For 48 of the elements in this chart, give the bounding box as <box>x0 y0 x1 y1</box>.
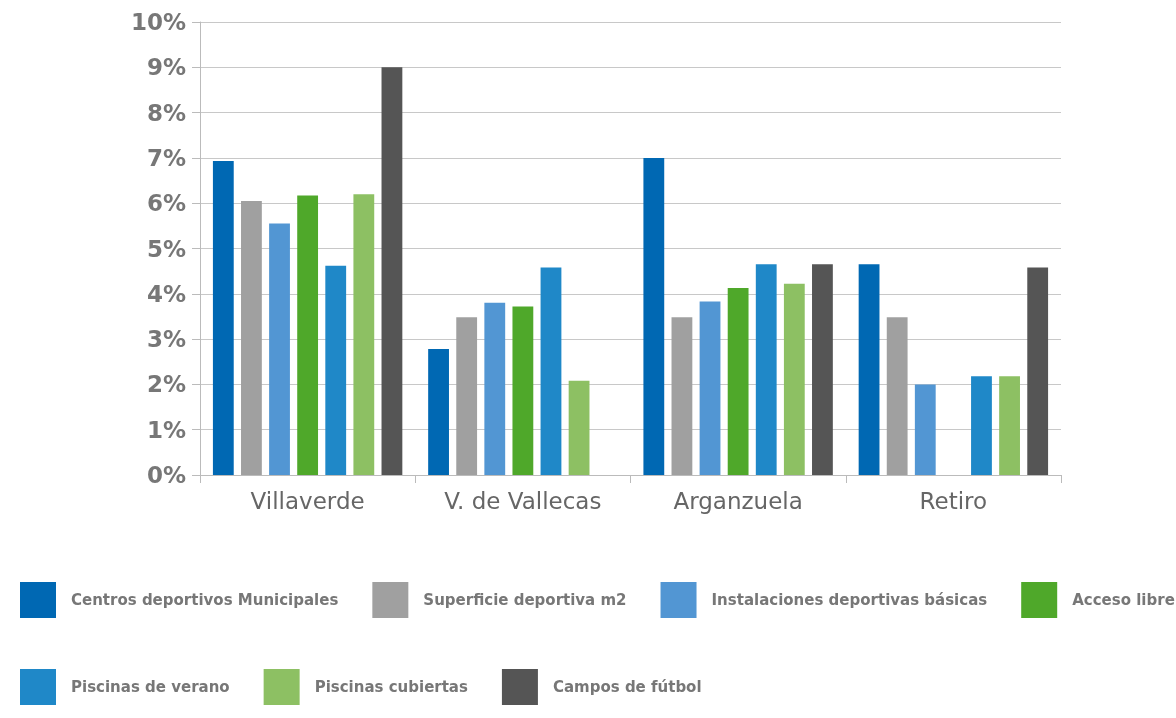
y-tick-label: 8% <box>146 99 186 126</box>
bar <box>568 380 590 475</box>
legend-label: Piscinas cubiertas <box>314 678 468 696</box>
bar <box>914 384 936 475</box>
bar <box>512 306 534 475</box>
y-tick-label: 7% <box>146 144 186 171</box>
y-tick-label: 2% <box>146 371 186 398</box>
y-tick-label: 4% <box>146 280 186 307</box>
bar <box>886 317 908 475</box>
bar <box>381 67 403 475</box>
legend-label: Acceso libre <box>1072 591 1175 609</box>
x-tick-label: Arganzuela <box>673 487 803 514</box>
x-tick-label: Retiro <box>919 487 988 514</box>
bar <box>540 267 562 475</box>
bar <box>297 195 319 475</box>
bar <box>1027 267 1049 475</box>
y-tick-label: 10% <box>130 9 186 35</box>
bar <box>971 376 992 475</box>
bar <box>643 157 665 475</box>
y-tick-label: 9% <box>146 54 186 81</box>
legend-label: Campos de fútbol <box>552 678 702 696</box>
y-tick-label: 6% <box>146 190 186 217</box>
bar <box>325 265 347 475</box>
bar <box>783 283 805 475</box>
bar <box>241 200 262 475</box>
bar <box>858 264 880 475</box>
bar <box>727 287 749 475</box>
bar <box>428 349 449 475</box>
bar <box>269 223 290 475</box>
y-tick-label: 5% <box>146 235 186 262</box>
bar <box>999 376 1020 475</box>
x-tick-label: V. de Vallecas <box>444 487 602 514</box>
bar <box>353 194 375 475</box>
bar <box>699 301 721 475</box>
legend-label: Superficie deportiva m2 <box>423 591 627 609</box>
bar <box>671 317 693 475</box>
bar <box>212 161 234 475</box>
y-tick-label: 1% <box>146 416 186 443</box>
legend-label: Centros deportivos Municipales <box>71 591 339 609</box>
y-tick-label: 0% <box>146 462 186 488</box>
x-tick-label: Villaverde <box>250 487 365 514</box>
bar <box>484 302 506 475</box>
legend-label: Instalaciones deportivas básicas <box>711 591 988 609</box>
bar <box>755 264 777 475</box>
bar <box>812 264 833 475</box>
y-tick-label: 3% <box>146 326 186 353</box>
legend-label: Piscinas de verano <box>71 678 230 696</box>
bar <box>456 317 478 475</box>
